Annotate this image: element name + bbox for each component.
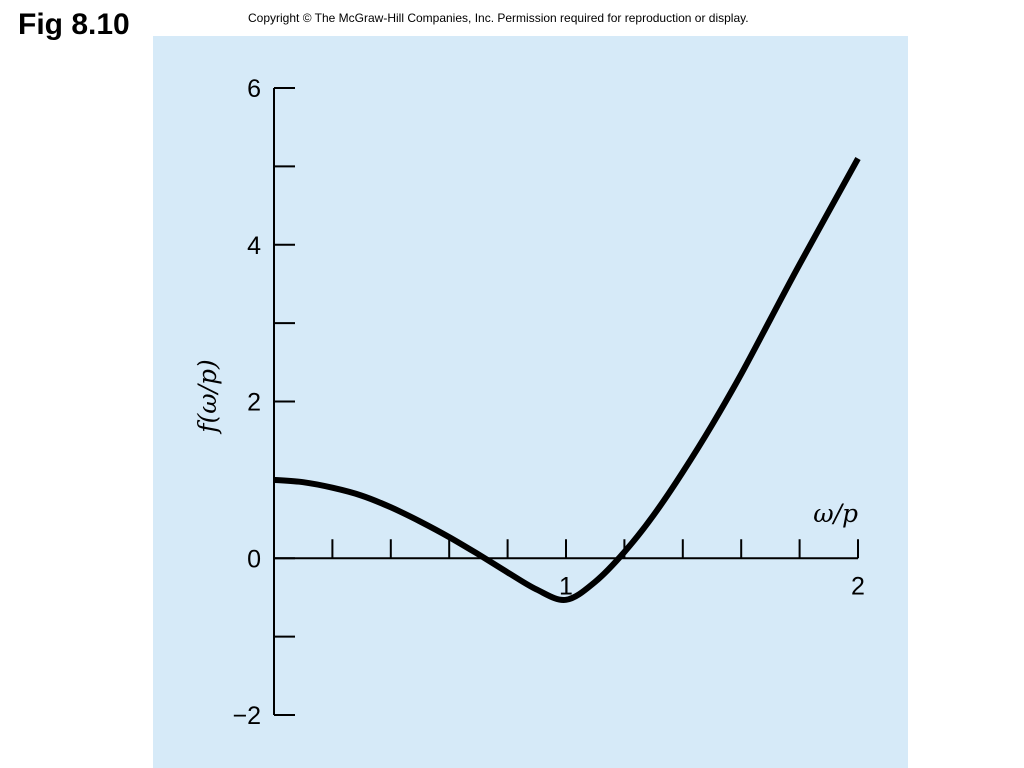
figure-title: Fig 8.10: [18, 8, 130, 41]
y-tick-label: 4: [247, 232, 261, 260]
y-tick-label: 2: [247, 389, 261, 417]
x-tick-label: 2: [851, 572, 865, 600]
y-tick-label: 6: [247, 75, 261, 103]
copyright-notice: Copyright © The McGraw-Hill Companies, I…: [248, 11, 749, 25]
x-tick-label: 1: [559, 572, 573, 600]
y-tick-label: 0: [247, 545, 261, 573]
y-axis-label: f(ω/p): [193, 359, 222, 435]
series-group: [273, 157, 861, 603]
series-line: [273, 157, 861, 603]
y-tick-label: −2: [232, 702, 261, 730]
chart-background: [153, 36, 908, 768]
y-tick-labels: 6 4 2 0 −2: [232, 75, 261, 730]
x-axis-label: ω/p: [813, 499, 858, 528]
